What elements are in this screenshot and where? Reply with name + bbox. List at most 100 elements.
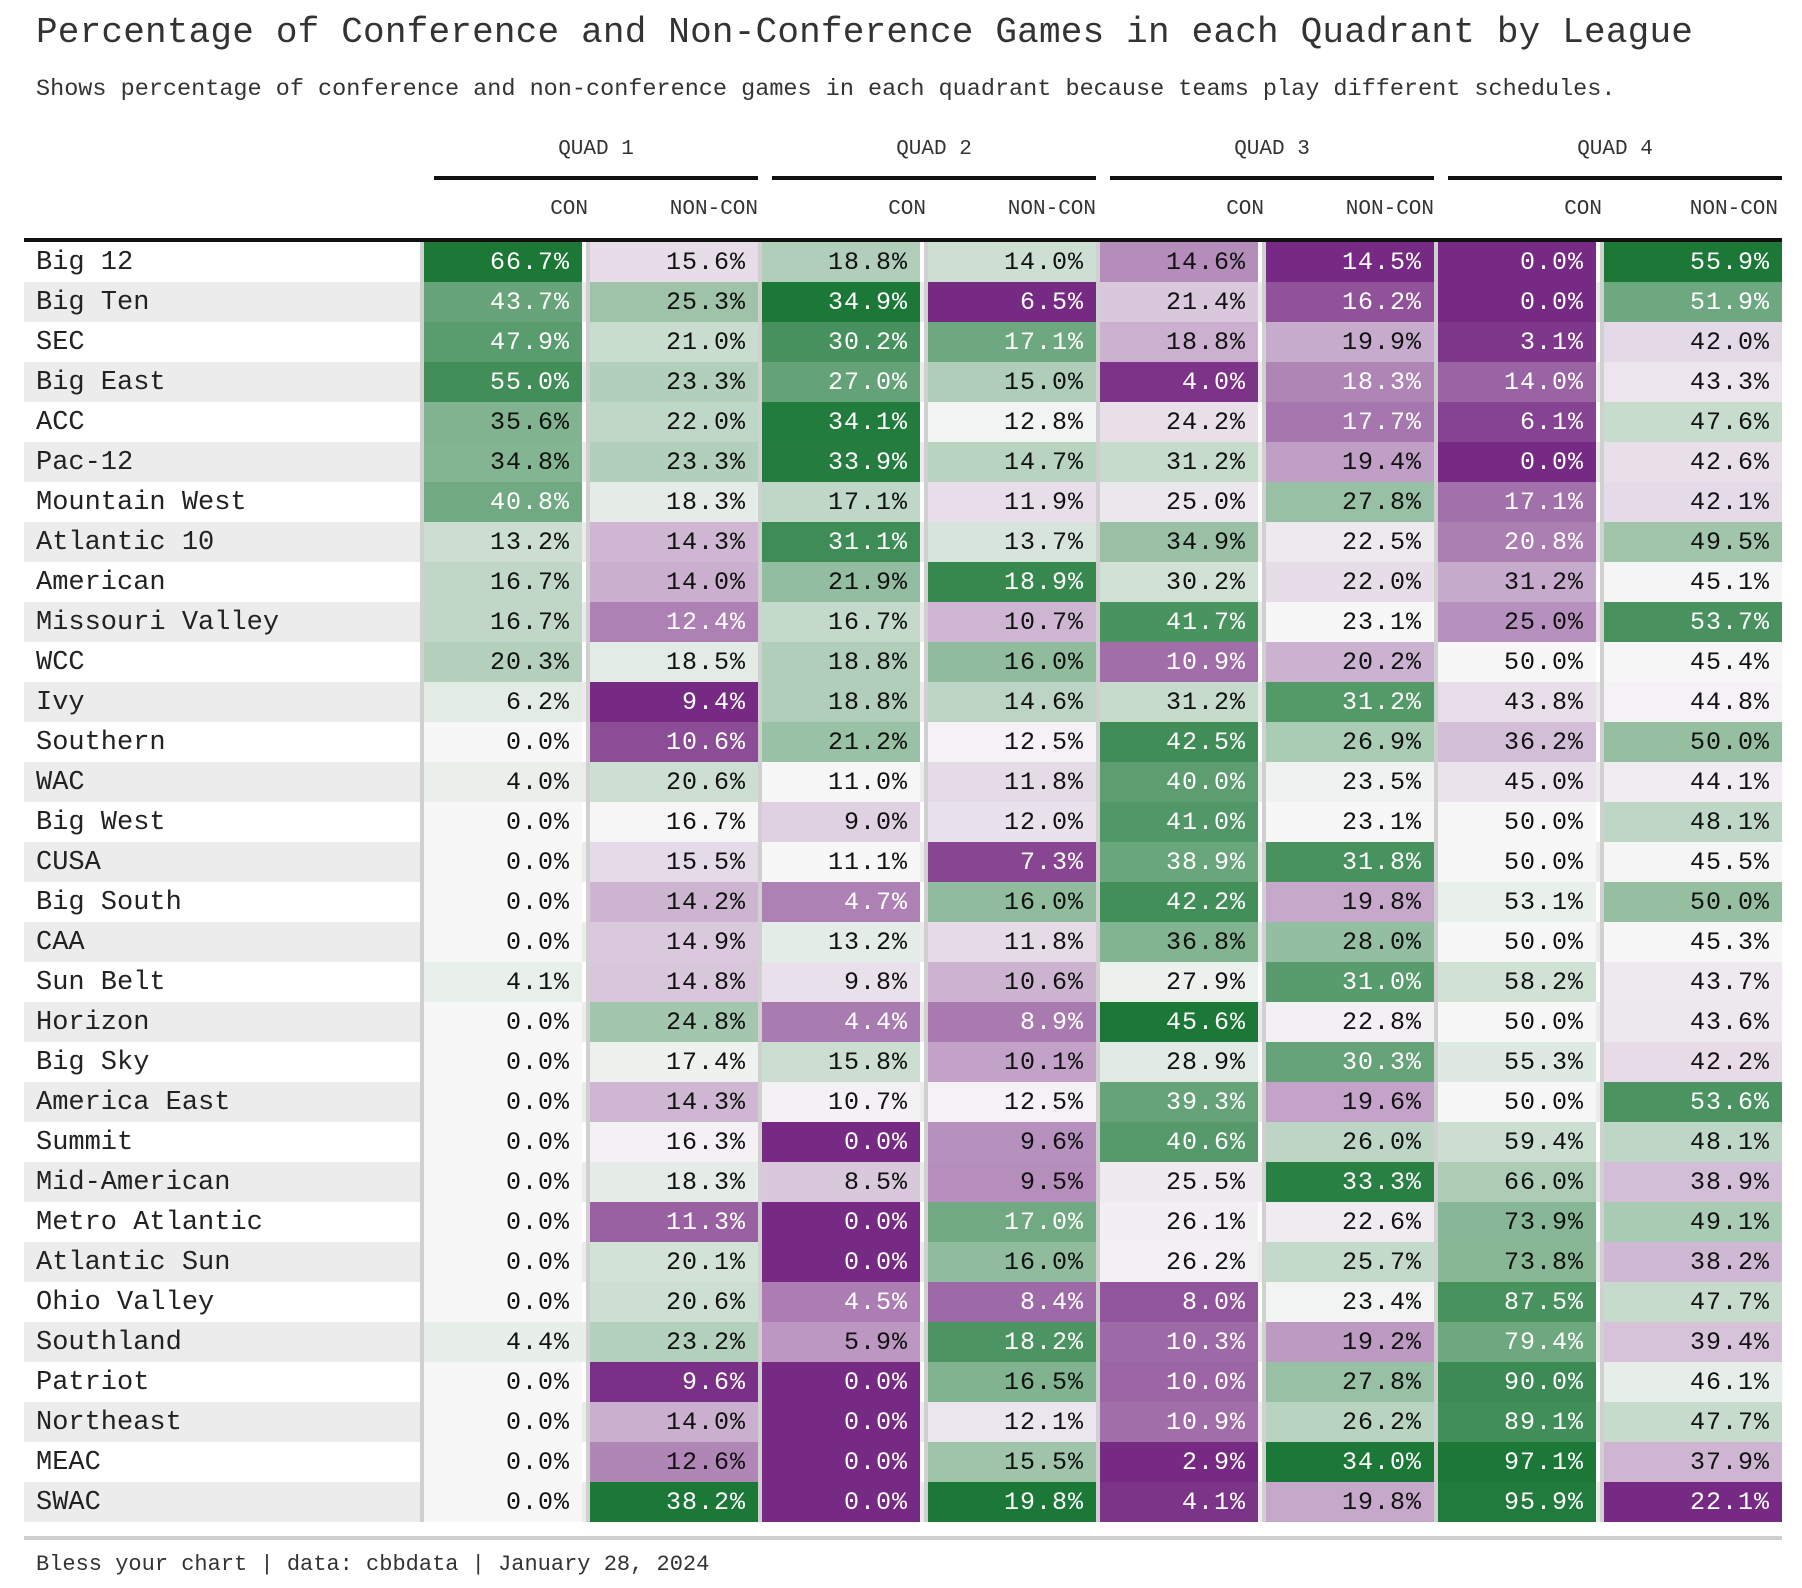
q1-noncon-cell: 38.2%: [590, 1482, 758, 1522]
table-row: Summit 0.0% 16.3% 0.0% 9.6% 40.6% 26.0% 59.4% 48…: [24, 1122, 1782, 1162]
q1-noncon-cell: 14.9%: [590, 922, 758, 962]
q3-noncon-cell: 17.7%: [1266, 402, 1434, 442]
q4-noncon-cell: 42.1%: [1604, 482, 1782, 522]
quad-4-label: QUAD 4: [1577, 138, 1653, 161]
q1-con-cell: 0.0%: [424, 882, 582, 922]
q4-con-cell: 87.5%: [1438, 1282, 1596, 1322]
q3-noncon-cell: 26.9%: [1266, 722, 1434, 762]
q3-noncon-cell: 23.4%: [1266, 1282, 1434, 1322]
q1-noncon-cell: 23.3%: [590, 442, 758, 482]
q1-noncon-cell: 20.6%: [590, 762, 758, 802]
q4-con-cell: 50.0%: [1438, 1082, 1596, 1122]
table-row: America East 0.0% 14.3% 10.7% 12.5% 39.3% 19.6…: [24, 1082, 1782, 1122]
column-separator: [586, 242, 590, 1522]
q3-noncon-cell: 34.0%: [1266, 1442, 1434, 1482]
q3-con-cell: 25.5%: [1100, 1162, 1258, 1202]
table-row: CUSA 0.0% 15.5% 11.1% 7.3% 38.9% 31.8% 50.0% 45.…: [24, 842, 1782, 882]
q3-noncon-cell: 31.0%: [1266, 962, 1434, 1002]
q3-noncon-cell: 22.8%: [1266, 1002, 1434, 1042]
q4-noncon-cell: 50.0%: [1604, 882, 1782, 922]
league-label: Missouri Valley: [36, 608, 280, 638]
league-label: Big South: [36, 888, 182, 918]
q3-con-cell: 41.7%: [1100, 602, 1258, 642]
q2-con-cell: 18.8%: [762, 242, 920, 282]
q1-noncon-cell: 16.3%: [590, 1122, 758, 1162]
q3-noncon-cell: 22.5%: [1266, 522, 1434, 562]
q3-noncon-cell: 16.2%: [1266, 282, 1434, 322]
q3-con-cell: 39.3%: [1100, 1082, 1258, 1122]
q3-con-cell: 30.2%: [1100, 562, 1258, 602]
q2-noncon-cell: 10.1%: [928, 1042, 1096, 1082]
q1-noncon-cell: 20.1%: [590, 1242, 758, 1282]
q1-con-cell: 20.3%: [424, 642, 582, 682]
q4-con-cell: 50.0%: [1438, 642, 1596, 682]
q1-noncon-cell: 18.3%: [590, 482, 758, 522]
column-separator: [1096, 242, 1100, 1522]
league-label: Ohio Valley: [36, 1288, 215, 1318]
league-label: Big Ten: [36, 288, 150, 318]
league-label: Sun Belt: [36, 968, 166, 998]
q2-noncon-cell: 19.8%: [928, 1482, 1096, 1522]
q2-con-cell: 8.5%: [762, 1162, 920, 1202]
q1-con-cell: 6.2%: [424, 682, 582, 722]
q2-con-cell: 30.2%: [762, 322, 920, 362]
q4-noncon-cell: 48.1%: [1604, 802, 1782, 842]
q1-noncon-cell: 9.6%: [590, 1362, 758, 1402]
table-row: Big Sky 0.0% 17.4% 15.8% 10.1% 28.9% 30.3% 55.3…: [24, 1042, 1782, 1082]
q4-noncon-cell: 43.7%: [1604, 962, 1782, 1002]
q3-con-cell: 4.1%: [1100, 1482, 1258, 1522]
q4-con-cell: 50.0%: [1438, 802, 1596, 842]
q2-noncon-cell: 15.5%: [928, 1442, 1096, 1482]
q4-con-cell: 0.0%: [1438, 282, 1596, 322]
q1-noncon-cell: 14.3%: [590, 522, 758, 562]
q2-con-cell: 34.1%: [762, 402, 920, 442]
table-row: CAA 0.0% 14.9% 13.2% 11.8% 36.8% 28.0% 50.0% 45.…: [24, 922, 1782, 962]
q3-con-cell: 42.5%: [1100, 722, 1258, 762]
q3-con-cell: 26.2%: [1100, 1242, 1258, 1282]
q2-con-cell: 0.0%: [762, 1362, 920, 1402]
q4-noncon-cell: 44.8%: [1604, 682, 1782, 722]
q2-noncon-cell: 6.5%: [928, 282, 1096, 322]
q1-con-cell: 0.0%: [424, 842, 582, 882]
q3-noncon-cell: 22.0%: [1266, 562, 1434, 602]
q2-con-cell: 0.0%: [762, 1242, 920, 1282]
column-separator: [1434, 242, 1438, 1522]
q3-noncon-cell: 19.8%: [1266, 1482, 1434, 1522]
league-label: WAC: [36, 768, 85, 798]
q3-con-header: CON: [1226, 198, 1264, 221]
q1-con-cell: 0.0%: [424, 1122, 582, 1162]
q4-con-cell: 6.1%: [1438, 402, 1596, 442]
q1-con-cell: 66.7%: [424, 242, 582, 282]
q4-noncon-cell: 50.0%: [1604, 722, 1782, 762]
q2-noncon-cell: 9.6%: [928, 1122, 1096, 1162]
q2-con-cell: 4.4%: [762, 1002, 920, 1042]
q3-noncon-cell: 20.2%: [1266, 642, 1434, 682]
q1-con-cell: 0.0%: [424, 1482, 582, 1522]
q4-noncon-cell: 45.5%: [1604, 842, 1782, 882]
q4-con-cell: 0.0%: [1438, 442, 1596, 482]
q1-noncon-cell: 21.0%: [590, 322, 758, 362]
q3-con-cell: 38.9%: [1100, 842, 1258, 882]
q3-noncon-cell: 19.8%: [1266, 882, 1434, 922]
q4-noncon-cell: 51.9%: [1604, 282, 1782, 322]
quad-3-label: QUAD 3: [1234, 138, 1310, 161]
q1-noncon-cell: 14.8%: [590, 962, 758, 1002]
q4-con-cell: 3.1%: [1438, 322, 1596, 362]
q2-con-cell: 9.0%: [762, 802, 920, 842]
q4-noncon-cell: 49.1%: [1604, 1202, 1782, 1242]
q1-con-cell: 0.0%: [424, 1162, 582, 1202]
table-row: ACC 35.6% 22.0% 34.1% 12.8% 24.2% 17.7% 6.1% 47.…: [24, 402, 1782, 442]
q4-noncon-cell: 38.2%: [1604, 1242, 1782, 1282]
q3-con-cell: 31.2%: [1100, 442, 1258, 482]
q2-con-cell: 18.8%: [762, 682, 920, 722]
q1-noncon-cell: 12.4%: [590, 602, 758, 642]
q3-noncon-cell: 19.6%: [1266, 1082, 1434, 1122]
q3-con-cell: 24.2%: [1100, 402, 1258, 442]
q1-con-cell: 0.0%: [424, 1362, 582, 1402]
q3-con-cell: 8.0%: [1100, 1282, 1258, 1322]
chart-title: Percentage of Conference and Non-Confere…: [36, 12, 1694, 53]
table-row: Horizon 0.0% 24.8% 4.4% 8.9% 45.6% 22.8% 50.0% 4…: [24, 1002, 1782, 1042]
q1-noncon-cell: 23.2%: [590, 1322, 758, 1362]
q2-noncon-cell: 14.6%: [928, 682, 1096, 722]
q3-noncon-cell: 19.4%: [1266, 442, 1434, 482]
